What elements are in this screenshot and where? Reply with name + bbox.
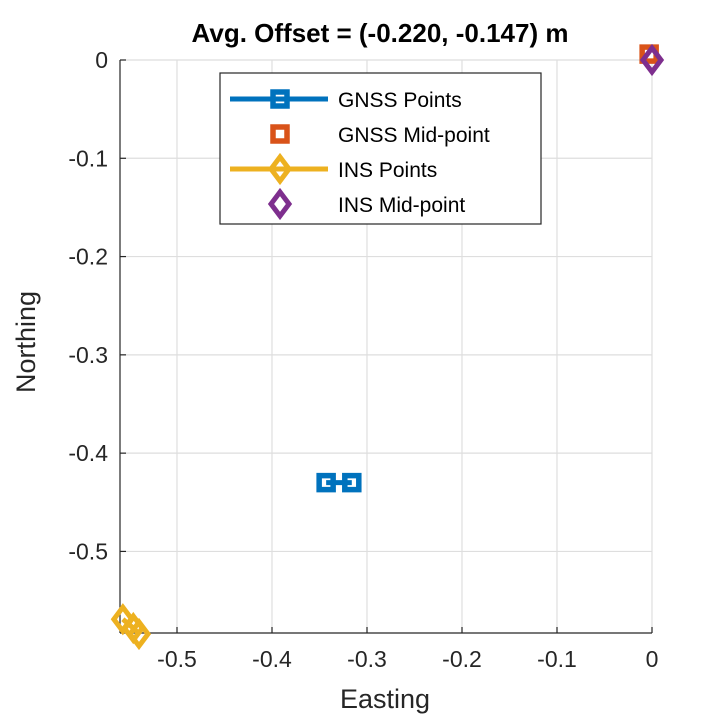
legend[interactable]: GNSS Points GNSS Mid-point INS Points INS M…: [219, 72, 542, 225]
plot-area: [110, 43, 665, 651]
x-axis-label: Easting: [340, 684, 430, 714]
tick-labels: -0.5 -0.4 -0.3 -0.2 -0.1 0 0 -0.1 -0.2 -0.3 -0.4 -0…: [68, 47, 658, 672]
ins-points-marker: [110, 603, 135, 636]
ins-mid-point-marker: [639, 43, 665, 77]
legend-swatch-marker: [270, 89, 290, 109]
y-tick-label: -0.2: [68, 244, 108, 270]
x-tick-label: -0.1: [537, 646, 577, 672]
y-tick-label: 0: [95, 47, 108, 73]
legend-entry-ins-mid-point[interactable]: INS Mid-point: [267, 187, 465, 221]
axes: [119, 59, 653, 634]
legend-swatch-marker: [267, 152, 293, 186]
x-tick-label: 0: [646, 646, 659, 672]
ins-points-marker: [126, 617, 152, 651]
series-gnss-points: [316, 472, 362, 493]
series-ins-points: [110, 603, 152, 651]
legend-label: GNSS Mid-point: [338, 124, 490, 147]
legend-label: INS Mid-point: [338, 194, 465, 217]
x-tick-label: -0.2: [442, 646, 482, 672]
gnss-points-marker: [316, 472, 336, 493]
x-tick-label: -0.3: [347, 646, 387, 672]
x-tick-label: -0.5: [157, 646, 197, 672]
y-tick-label: -0.4: [68, 440, 108, 466]
legend-entry-gnss-mid-point[interactable]: GNSS Mid-point: [270, 124, 490, 147]
y-tick-label: -0.5: [68, 538, 108, 564]
legend-swatch-marker: [267, 187, 293, 221]
chart-title: Avg. Offset = (-0.220, -0.147) m: [192, 18, 569, 48]
legend-label: INS Points: [338, 159, 437, 182]
y-tick-label: -0.1: [68, 145, 108, 171]
y-axis-label: Northing: [11, 291, 41, 393]
legend-entry-ins-points[interactable]: INS Points: [230, 152, 437, 186]
legend-swatch-marker: [270, 124, 290, 144]
gnss-points-marker: [342, 472, 362, 493]
y-tick-label: -0.3: [68, 342, 108, 368]
legend-entry-gnss-points[interactable]: GNSS Points: [230, 89, 462, 112]
series-ins-mid-point: [639, 43, 665, 77]
legend-label: GNSS Points: [338, 89, 462, 112]
x-tick-label: -0.4: [252, 646, 292, 672]
